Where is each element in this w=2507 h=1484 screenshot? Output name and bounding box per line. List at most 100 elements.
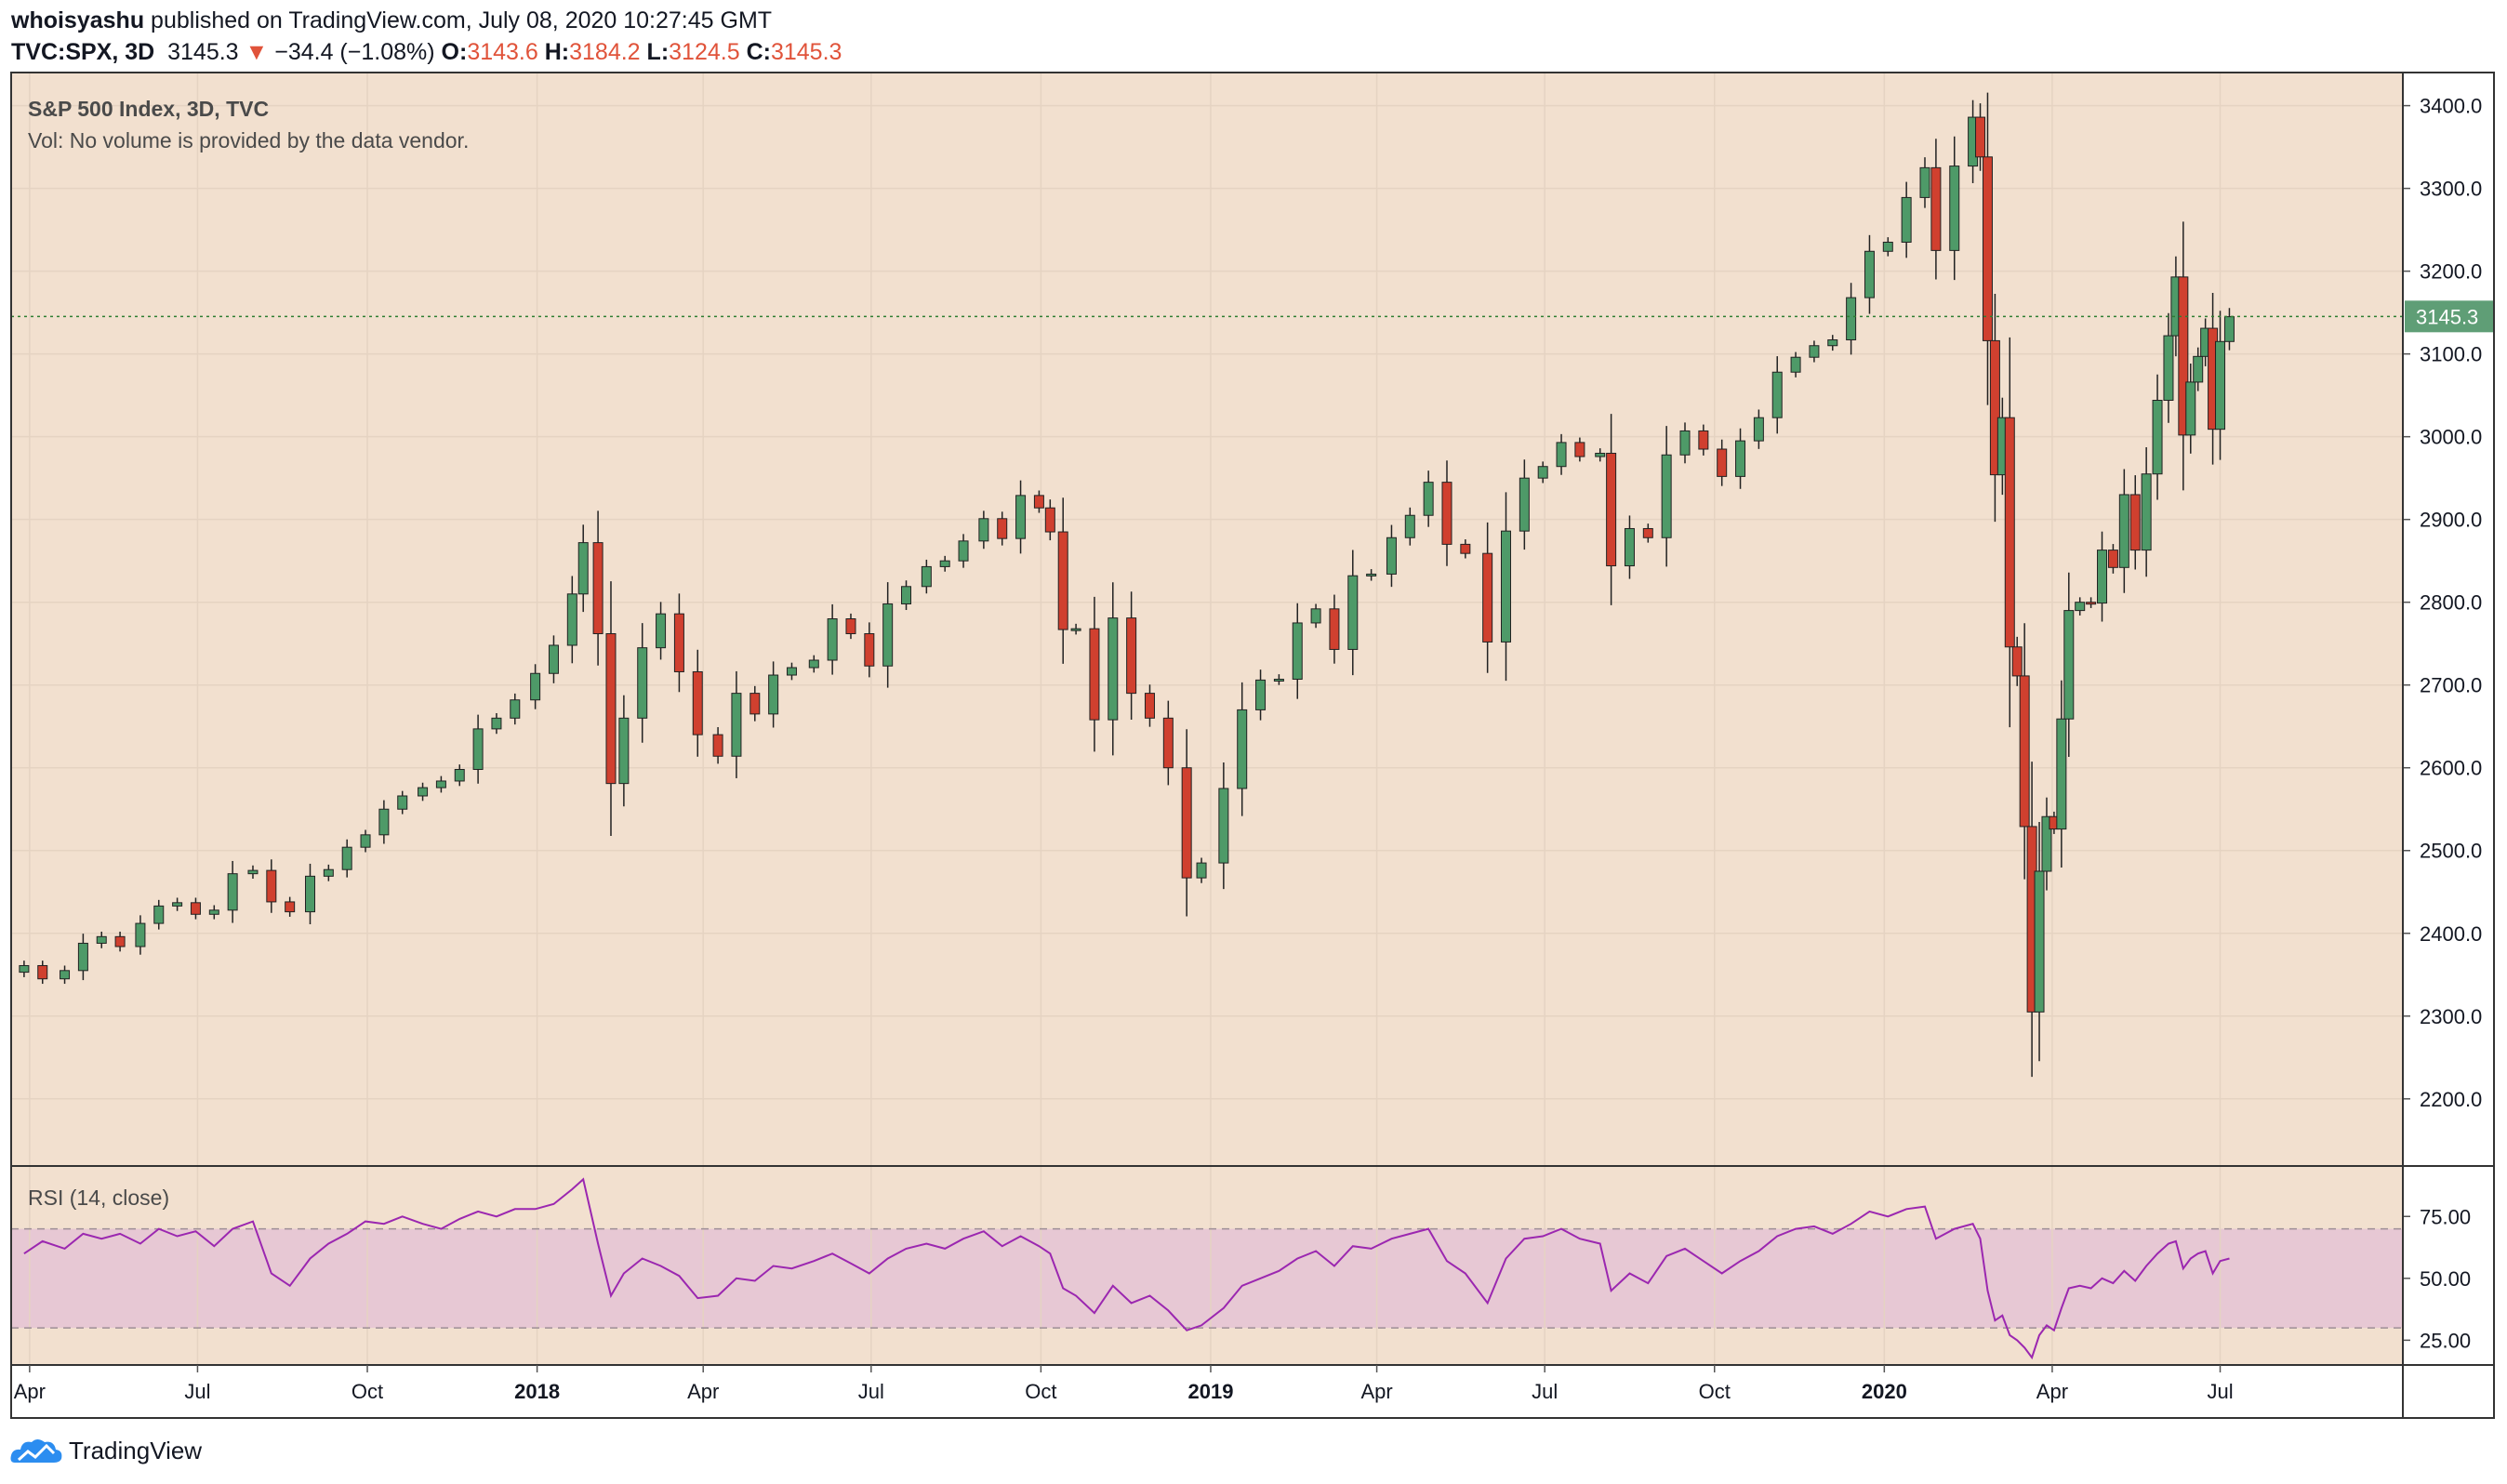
candle-up xyxy=(77,942,88,972)
candle-down xyxy=(114,935,126,947)
candle-down xyxy=(1975,116,1986,158)
candle-up xyxy=(135,922,146,947)
candle-up xyxy=(19,964,30,974)
main-pane-title: S&P 500 Index, 3D, TVC xyxy=(28,97,270,121)
y-tick-label: 3000.0 xyxy=(2420,426,2482,449)
y-tick-label: 2700.0 xyxy=(2420,674,2482,697)
candle-up xyxy=(2185,381,2196,436)
candle-up xyxy=(1827,339,1838,347)
candle-down xyxy=(1144,693,1155,719)
y-tick-label: 2500.0 xyxy=(2420,840,2482,863)
candle-down xyxy=(1181,767,1192,879)
candle-up xyxy=(510,699,521,719)
candle-up xyxy=(2163,335,2174,401)
candle-up xyxy=(2215,340,2226,431)
candle-up xyxy=(2075,602,2086,612)
high-label: H: xyxy=(544,39,570,65)
candle-down xyxy=(1698,430,1709,450)
candle-down xyxy=(1982,156,1993,341)
candle-up xyxy=(2223,316,2235,342)
y-tick-label: 2900.0 xyxy=(2420,509,2482,532)
low-label: L: xyxy=(646,39,670,65)
candle-up xyxy=(768,674,779,715)
candle-down xyxy=(1930,166,1942,251)
x-tick-label: 2020 xyxy=(1862,1380,1907,1403)
publish-info: whoisyashu published on TradingView.com,… xyxy=(11,7,772,34)
published-text: published on TradingView.com, July 08, 2… xyxy=(151,7,773,33)
candle-up xyxy=(1624,527,1635,567)
candle-up xyxy=(577,542,589,595)
candle-down xyxy=(1989,339,2000,476)
candle-down xyxy=(1606,452,1617,567)
candle-up xyxy=(454,769,465,782)
candle-up xyxy=(1386,537,1397,575)
y-tick-label: 2800.0 xyxy=(2420,591,2482,615)
candle-up xyxy=(2056,718,2067,830)
rsi-tick-label: 75.00 xyxy=(2420,1205,2471,1228)
candle-down xyxy=(37,964,48,980)
candle-up xyxy=(60,970,71,980)
candle-up xyxy=(2193,355,2204,383)
candle-up xyxy=(882,603,894,667)
candle-up xyxy=(2063,610,2075,720)
tradingview-wordmark: TradingView xyxy=(69,1436,203,1464)
author-name[interactable]: whoisyashu xyxy=(11,7,145,33)
low-value: 3124.5 xyxy=(669,39,740,65)
close-value: 3145.3 xyxy=(770,39,842,65)
tradingview-logo[interactable]: TradingView xyxy=(9,1435,202,1466)
candle-down xyxy=(1089,628,1100,721)
candle-up xyxy=(491,717,502,730)
candle-up xyxy=(1237,709,1248,789)
candle-up xyxy=(1882,241,1893,252)
candle-up xyxy=(323,868,334,877)
x-tick-label: 2018 xyxy=(514,1380,560,1403)
candle-up xyxy=(808,659,819,669)
x-tick-label: 2019 xyxy=(1187,1380,1233,1403)
candle-up xyxy=(1255,679,1267,710)
candle-down xyxy=(1482,552,1493,643)
candle-up xyxy=(2034,870,2045,1013)
candle-down xyxy=(712,734,723,757)
candle-up xyxy=(1196,862,1207,879)
x-tick-label: Jul xyxy=(2207,1380,2233,1403)
candle-down xyxy=(1441,482,1452,545)
last-price-label: 3145.3 xyxy=(2416,305,2478,328)
candle-down xyxy=(1126,617,1137,695)
symbol-label: TVC:SPX, 3D xyxy=(11,39,155,65)
candle-up xyxy=(1273,678,1284,682)
candle-down xyxy=(1044,507,1055,533)
candle-up xyxy=(341,846,352,870)
candle-up xyxy=(1735,440,1746,477)
change-value: −34.4 (−1.08%) xyxy=(274,39,435,65)
y-tick-label: 2400.0 xyxy=(2420,922,2482,946)
candle-down xyxy=(1033,495,1044,509)
rsi-band xyxy=(11,1228,2403,1329)
rsi-line xyxy=(23,1177,2230,1360)
candle-up xyxy=(1423,482,1434,516)
x-tick-label: Oct xyxy=(1025,1380,1056,1403)
ohlc-legend: TVC:SPX, 3D 3145.3 ▼ −34.4 (−1.08%) O:31… xyxy=(11,39,842,66)
candle-up xyxy=(731,693,742,757)
candle-up xyxy=(1537,466,1548,479)
high-value: 3184.2 xyxy=(569,39,641,65)
x-tick-label: Apr xyxy=(1360,1380,1392,1403)
rsi-pane-title: RSI (14, close) xyxy=(28,1186,170,1210)
candle-up xyxy=(172,902,183,907)
candle-up xyxy=(618,717,630,785)
candle-down xyxy=(673,613,684,672)
candle-up xyxy=(1015,495,1027,539)
x-tick-label: Jul xyxy=(1532,1380,1558,1403)
candle-down xyxy=(1329,608,1340,650)
candle-up xyxy=(1070,628,1081,631)
candle-down xyxy=(1717,448,1728,477)
x-tick-label: Apr xyxy=(2036,1380,2068,1403)
candle-down xyxy=(2178,276,2189,436)
candle-up xyxy=(227,873,238,911)
candle-up xyxy=(566,593,577,646)
candle-down xyxy=(1162,717,1174,769)
y-tick-label: 2600.0 xyxy=(2420,757,2482,780)
close-label: C: xyxy=(746,39,771,65)
candle-up xyxy=(827,618,838,661)
candle-down xyxy=(2019,675,2030,828)
